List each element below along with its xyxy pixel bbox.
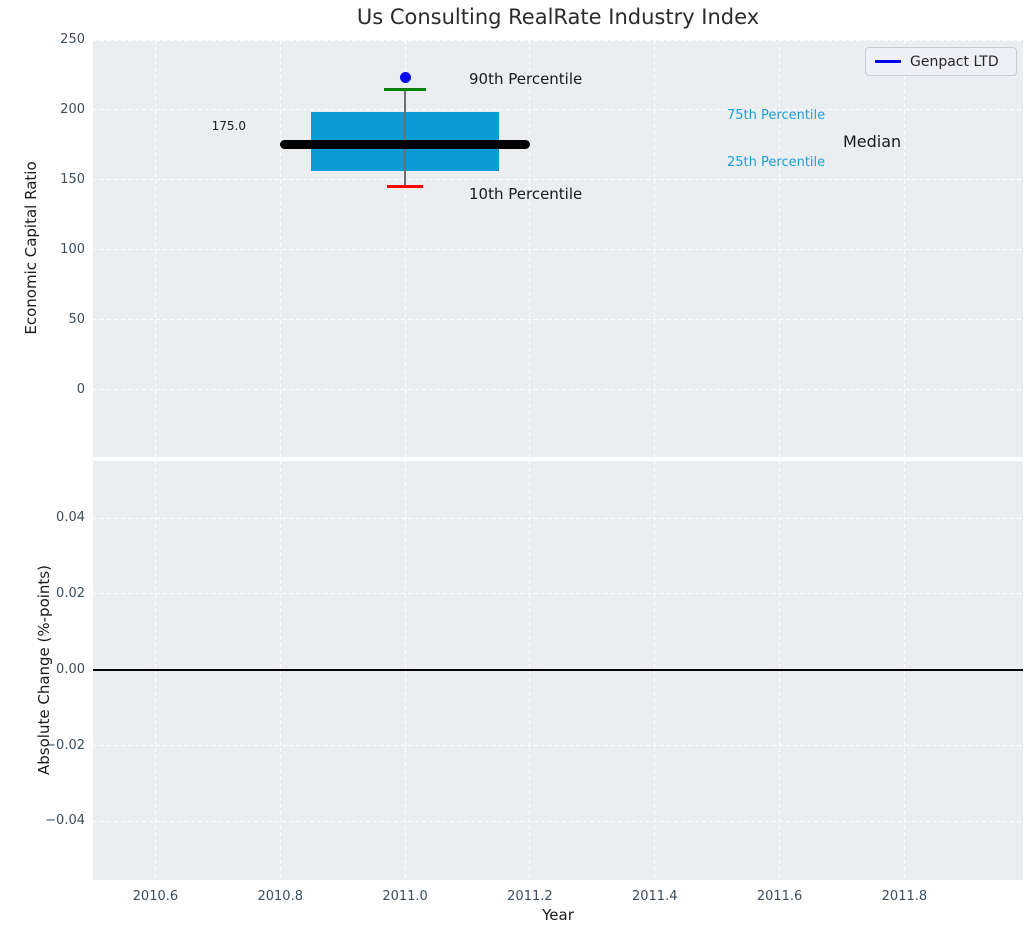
gridline-vertical — [529, 40, 531, 457]
x-tick-label: 2011.0 — [382, 889, 428, 904]
gridline-horizontal — [93, 179, 1023, 181]
gridline-vertical — [279, 40, 281, 457]
axes-top-economic-capital-ratio: 250 200 150 100 50 0 — [60, 32, 1023, 457]
gridline-horizontal — [93, 319, 1023, 321]
annotation-75th-percentile: 75th Percentile — [727, 108, 826, 123]
x-tick-label: 2011.4 — [631, 889, 678, 904]
gridline-horizontal — [93, 249, 1023, 251]
whisker-cap-90th — [384, 88, 427, 92]
y-axis-label-bottom: Absolute Change (%-points) — [35, 565, 53, 775]
legend-label: Genpact LTD — [910, 53, 999, 70]
x-tick-label: 2010.6 — [132, 889, 179, 904]
y-tick-label: 0.04 — [56, 510, 85, 526]
y-axis-label-top: Economic Capital Ratio — [22, 161, 40, 335]
gridline-vertical — [154, 40, 156, 457]
gridline-vertical — [779, 40, 781, 457]
x-axis-label: Year — [542, 906, 574, 924]
annotation-median: Median — [843, 132, 902, 151]
gridline-horizontal — [93, 109, 1023, 111]
y-tick-label: −0.02 — [45, 737, 85, 753]
y-tick-label: 0 — [76, 381, 85, 397]
y-tick-label: 250 — [60, 32, 85, 47]
y-tick-label: −0.04 — [45, 813, 85, 829]
chart-title: Us Consulting RealRate Industry Index — [356, 5, 760, 29]
annotation-10th-percentile: 10th Percentile — [469, 185, 583, 203]
y-tick-label: 150 — [60, 171, 85, 187]
x-tick-label: 2011.8 — [881, 889, 928, 904]
legend-line-sample-icon — [875, 60, 901, 63]
annotation-median-value: 175.0 — [211, 119, 246, 133]
median-line — [280, 140, 530, 150]
gridline-horizontal — [93, 820, 1023, 822]
y-tick-label: 200 — [60, 101, 85, 117]
gridline-horizontal — [93, 389, 1023, 391]
annotation-25th-percentile: 25th Percentile — [727, 155, 826, 170]
x-tick-label: 2010.8 — [257, 889, 303, 904]
whisker-stem — [404, 89, 407, 187]
gridline-horizontal — [93, 593, 1023, 595]
annotation-90th-percentile: 90th Percentile — [469, 70, 583, 88]
company-value-dot — [399, 71, 411, 83]
x-tick-label: 2011.2 — [507, 889, 553, 904]
gridline-vertical — [903, 40, 905, 457]
gridline-horizontal — [93, 517, 1023, 519]
gridline-vertical — [404, 40, 406, 457]
axes-bottom-absolute-change: 0.04 0.02 0.00 −0.02 −0.04 2010.6 2010.8 2011.0… — [45, 461, 1023, 904]
gridline-horizontal — [93, 745, 1023, 746]
gridline-horizontal — [93, 39, 1023, 41]
y-tick-label: 0.00 — [56, 661, 85, 677]
y-tick-label: 0.02 — [56, 585, 85, 601]
whisker-cap-10th — [387, 185, 424, 189]
zero-line — [93, 668, 1023, 671]
y-tick-label: 100 — [60, 241, 85, 257]
gridline-vertical — [654, 40, 656, 457]
y-tick-label: 50 — [68, 311, 85, 327]
legend: Genpact LTD — [865, 47, 1017, 76]
x-tick-label: 2011.6 — [756, 889, 803, 904]
